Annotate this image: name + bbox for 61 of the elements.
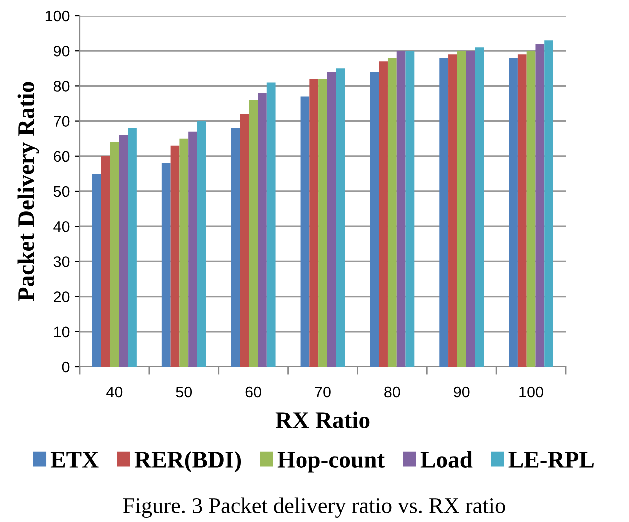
legend-label: Load <box>420 451 473 468</box>
bar <box>509 58 518 367</box>
bar <box>526 51 536 367</box>
bar <box>266 82 276 367</box>
bar <box>448 54 458 367</box>
y-tick-label: 90 <box>54 46 70 57</box>
bar <box>197 121 206 367</box>
y-tick-label: 100 <box>46 10 70 22</box>
bar <box>318 79 328 367</box>
bar <box>240 114 250 367</box>
bar <box>170 146 180 367</box>
bar <box>300 96 310 367</box>
legend-label: RER(BDI) <box>134 451 242 473</box>
bar <box>396 51 406 367</box>
bar <box>327 72 336 367</box>
bar <box>101 156 110 367</box>
y-tick-label: 30 <box>54 256 70 268</box>
y-axis-title: Packet Delivery Ratio <box>18 82 40 302</box>
bar <box>128 128 137 367</box>
bar <box>457 51 466 367</box>
x-axis-title: RX Ratio <box>276 412 370 428</box>
y-tick-label: 50 <box>54 186 70 198</box>
y-tick-label: 70 <box>54 116 70 127</box>
y-tick-label: 0 <box>62 362 70 373</box>
legend-label: Hop-count <box>278 452 385 473</box>
x-tick-label: 100 <box>520 386 544 398</box>
x-tick-label: 60 <box>246 386 262 398</box>
bar <box>518 54 527 367</box>
bar <box>466 51 476 367</box>
x-tick-label: 90 <box>454 386 470 398</box>
y-tick-label: 80 <box>54 81 70 92</box>
bar <box>370 72 380 367</box>
y-tick-label: 10 <box>54 326 70 338</box>
bar <box>92 174 102 367</box>
bar <box>110 142 120 367</box>
bar <box>249 100 258 367</box>
legend-label: ETX <box>50 452 99 468</box>
x-tick-label: 50 <box>176 386 192 398</box>
bar <box>379 62 388 367</box>
bar <box>388 58 397 367</box>
bar <box>406 51 415 367</box>
bar <box>336 68 346 367</box>
bar <box>162 163 171 367</box>
x-tick-label: 40 <box>106 386 123 398</box>
bar <box>310 79 319 367</box>
bar <box>188 132 198 367</box>
bar <box>440 58 449 367</box>
x-tick-label: 70 <box>315 386 331 398</box>
legend-label: LE-RPL <box>508 452 594 468</box>
y-tick-label: 20 <box>54 292 70 302</box>
bar <box>258 93 267 367</box>
bar <box>544 40 554 367</box>
y-tick-label: 40 <box>54 221 70 232</box>
bar <box>119 135 128 367</box>
x-tick-label: 80 <box>384 386 400 398</box>
bar <box>231 128 240 367</box>
bar <box>475 48 484 367</box>
text: Figure. 3 Packet delivery ratio vs. RX ratio <box>124 498 506 518</box>
bar <box>536 44 545 367</box>
bar <box>180 138 189 367</box>
y-tick-label: 60 <box>54 151 70 162</box>
